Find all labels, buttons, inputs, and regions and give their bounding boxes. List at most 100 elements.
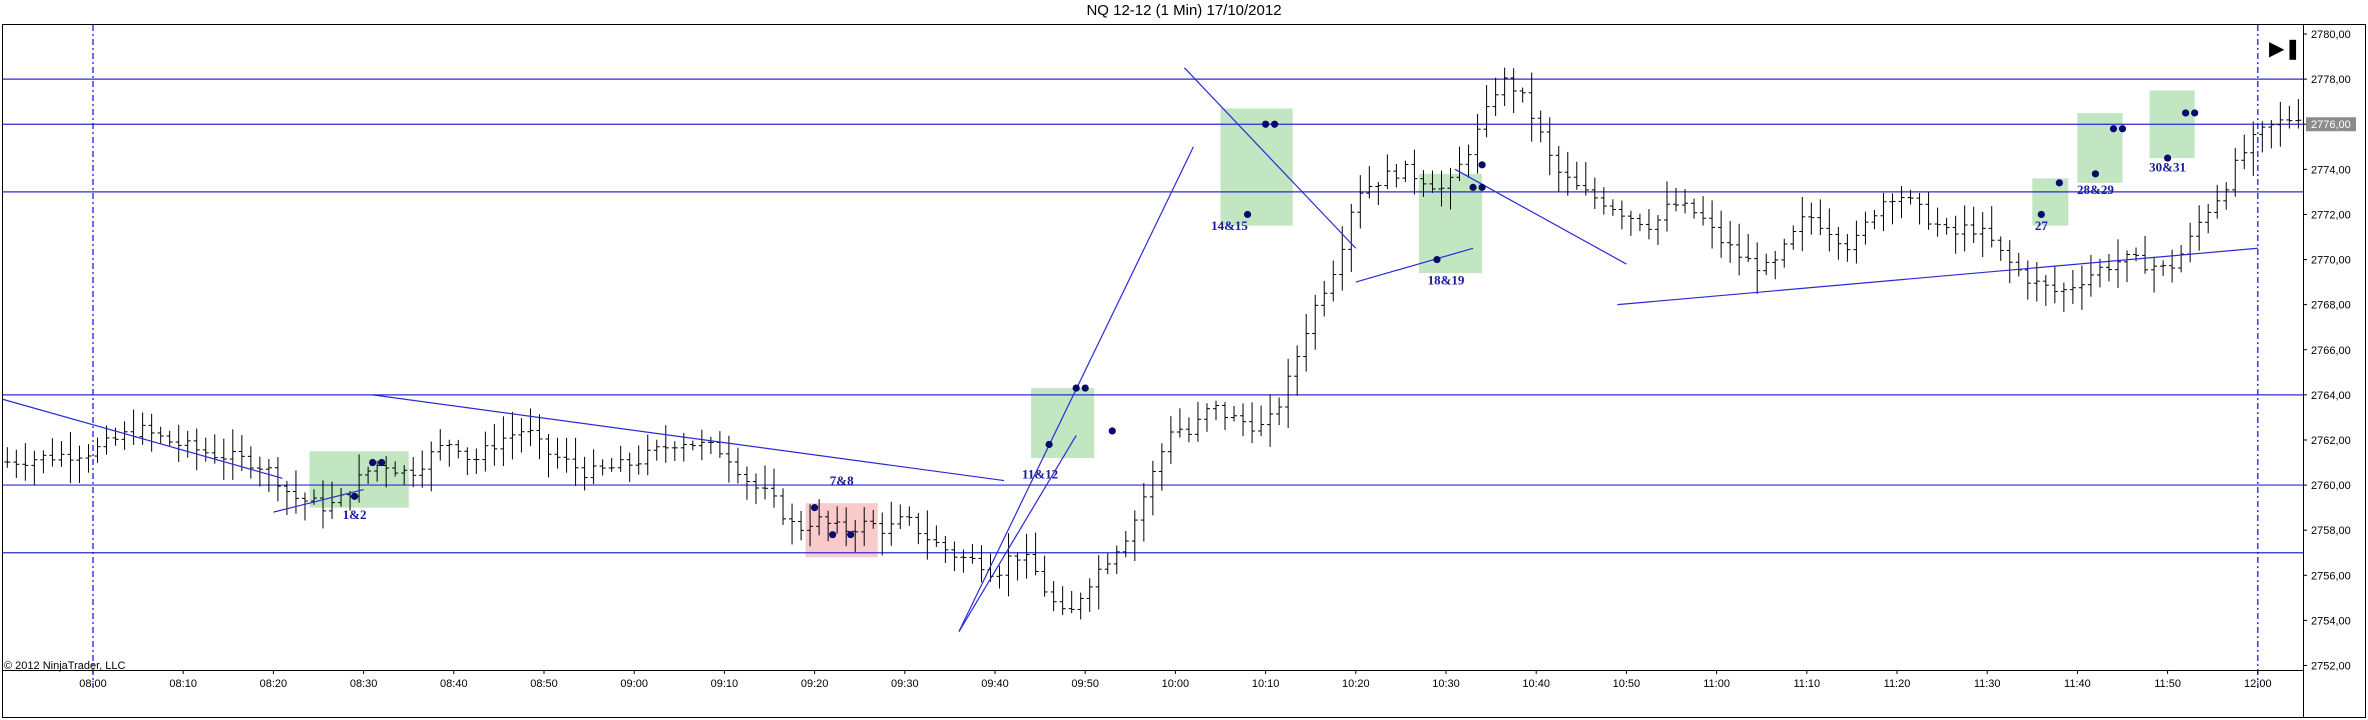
signal-label: 7&8 (830, 473, 854, 488)
last-price-badge-layer: 2776,00 (2306, 117, 2356, 132)
zone-layer (309, 90, 2195, 558)
y-tick-label: 2762,00 (2311, 435, 2351, 447)
x-tick-label: 10:10 (1252, 678, 1280, 690)
x-tick-label: 09:20 (801, 678, 829, 690)
x-tick-label: 08:00 (79, 678, 107, 690)
signal-marker (811, 504, 819, 512)
price-bar-layer (4, 67, 2302, 620)
price-axis[interactable] (2304, 24, 2366, 718)
signal-marker (2191, 109, 2199, 117)
x-tick-label: 11:10 (1793, 678, 1820, 690)
signal-marker (2118, 125, 2127, 133)
signal-marker (1108, 427, 1116, 435)
y-tick-label: 2780,00 (2311, 29, 2351, 41)
x-tick-label: 08:50 (530, 678, 558, 690)
signal-marker (2055, 179, 2063, 187)
trend-line (2, 398, 283, 479)
trend-line (1355, 247, 1474, 283)
y-tick-label: 2752,00 (2311, 660, 2351, 672)
x-tick-label: 09:50 (1071, 678, 1099, 690)
annotation-layer: 1&2 7&8 11&12 14&15 18&19 27 28&29 30&31 (343, 160, 2186, 522)
trend-line-layer (2, 67, 2258, 632)
x-tick-label: 11:40 (2064, 678, 2091, 690)
x-axis-labels: 08:00 08:10 08:20 08:30 08:40 08:50 09:00 09:10… (79, 670, 2272, 690)
x-tick-label: 08:30 (350, 678, 378, 690)
signal-marker (1469, 183, 1477, 191)
signal-marker (1243, 210, 1252, 219)
marker-layer (350, 109, 2199, 539)
x-tick-label: 09:10 (711, 678, 739, 690)
skip-to-end-icon[interactable]: ▶❚ (2269, 38, 2302, 60)
x-tick-label: 11:20 (1884, 678, 1911, 690)
trend-line (1183, 67, 1357, 249)
x-tick-label: 10:20 (1342, 678, 1370, 690)
signal-label: 28&29 (2077, 182, 2114, 197)
signal-label: 14&15 (1211, 218, 1248, 233)
signal-marker (1478, 161, 1486, 169)
x-tick-label: 10:30 (1432, 678, 1460, 690)
signal-label: 11&12 (1022, 466, 1058, 481)
signal-marker (350, 492, 359, 500)
signal-marker (2109, 125, 2118, 133)
x-tick-label: 08:20 (260, 678, 288, 690)
green-zone (2032, 178, 2069, 226)
y-tick-label: 2768,00 (2311, 300, 2351, 312)
time-axis[interactable] (2, 671, 2304, 718)
vertical-line-layer (92, 25, 2259, 688)
trend-line (372, 394, 1005, 482)
y-tick-label: 2778,00 (2311, 74, 2351, 86)
signal-marker (1072, 384, 1080, 392)
green-zone (1220, 108, 1293, 226)
red-zone (805, 503, 878, 558)
trend-line (1617, 247, 2258, 306)
x-tick-label: 09:30 (891, 678, 919, 690)
signal-marker (1271, 120, 1279, 128)
signal-marker (847, 531, 855, 539)
x-tick-label: 12:00 (2244, 678, 2272, 690)
trend-line (958, 435, 1077, 632)
last-price-badge (2306, 117, 2356, 132)
x-tick-label: 09:00 (620, 678, 648, 690)
x-tick-label: 08:40 (440, 678, 468, 690)
green-zone (2077, 112, 2123, 183)
y-tick-label: 2756,00 (2311, 570, 2351, 582)
signal-label: 30&31 (2149, 160, 2186, 175)
x-tick-label: 11:50 (2154, 678, 2181, 690)
signal-marker (1262, 120, 1270, 128)
last-price-label: 2776,00 (2311, 119, 2351, 131)
signal-label: 18&19 (1428, 272, 1465, 287)
signal-marker (378, 458, 386, 467)
plot-area[interactable] (2, 24, 2304, 671)
signal-label: 27 (2035, 218, 2049, 233)
y-tick-label: 2760,00 (2311, 480, 2351, 492)
signal-marker (1433, 255, 1441, 264)
chart-title: NQ 12-12 (1 Min) 17/10/2012 (1086, 2, 1282, 19)
x-tick-label: 09:40 (981, 678, 1009, 690)
x-tick-label: 08:10 (169, 678, 197, 690)
x-tick-label: 10:40 (1522, 678, 1550, 690)
signal-marker (369, 458, 377, 467)
y-tick-label: 2772,00 (2311, 209, 2351, 221)
x-tick-label: 11:30 (1974, 678, 2001, 690)
signal-label: 1&2 (343, 507, 367, 522)
signal-marker (2091, 170, 2100, 178)
x-tick-label: 10:50 (1613, 678, 1641, 690)
trend-line (273, 488, 364, 513)
x-tick-label: 11:00 (1703, 678, 1730, 690)
y-tick-label: 2774,00 (2311, 164, 2351, 176)
signal-marker (829, 531, 837, 539)
signal-marker (2037, 210, 2045, 219)
signal-marker (1081, 384, 1089, 392)
y-tick-label: 2766,00 (2311, 345, 2351, 357)
green-zone (1031, 388, 1095, 459)
signal-marker (1478, 183, 1486, 191)
x-tick-label: 10:00 (1162, 678, 1190, 690)
signal-marker (2164, 154, 2172, 162)
y-tick-label: 2754,00 (2311, 615, 2351, 627)
signal-marker (2182, 109, 2190, 117)
copyright-text: © 2012 NinjaTrader, LLC (4, 660, 126, 672)
y-tick-label: 2770,00 (2311, 255, 2351, 267)
y-tick-label: 2758,00 (2311, 525, 2351, 537)
signal-marker (1045, 440, 1053, 449)
